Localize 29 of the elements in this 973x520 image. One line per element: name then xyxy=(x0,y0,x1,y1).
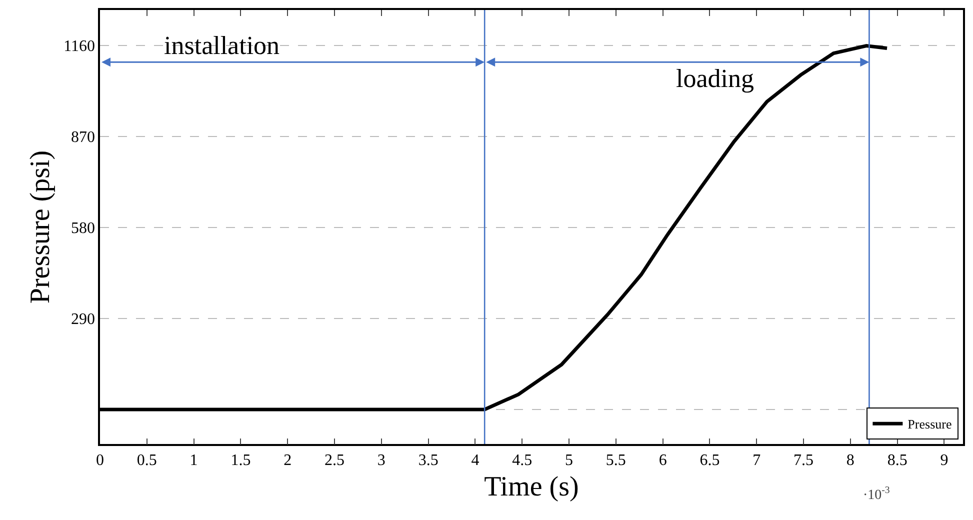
x-tick-label: 2 xyxy=(284,452,292,469)
annotation: loading xyxy=(676,64,754,93)
text: ·10$^{-3}$ xyxy=(863,485,890,503)
x-tick-label: 7 xyxy=(752,452,761,469)
legend-label: Pressure xyxy=(908,416,952,432)
annotation: installation xyxy=(164,31,280,60)
x-tick-label: 1 xyxy=(190,452,198,469)
y-tick-label: 1160 xyxy=(64,38,96,56)
x-tick-label: 8 xyxy=(846,452,854,469)
x-tick-label: 1.5 xyxy=(230,452,251,469)
x-tick-label: 0 xyxy=(96,452,104,469)
x-tick-label: 7.5 xyxy=(794,452,814,469)
x-tick-label: 5 xyxy=(565,452,574,469)
x-tick-label: 6 xyxy=(658,452,667,469)
x-tick-label: 2.5 xyxy=(324,452,345,469)
x-tick-label: 4.5 xyxy=(512,452,532,469)
x-tick-label: 6.5 xyxy=(700,452,720,469)
y-tick-label: 290 xyxy=(71,311,96,328)
y-tick-label: 870 xyxy=(71,129,96,146)
x-tick-label: 3.5 xyxy=(418,452,438,469)
x-tick-label: 8.5 xyxy=(887,452,908,469)
x-tick-label: 0.5 xyxy=(136,452,157,469)
x-tick-label: 5.5 xyxy=(606,452,626,469)
x-axis-title: Time (s) xyxy=(484,472,579,503)
x-tick-label: 3 xyxy=(377,452,386,469)
y-tick-label: 580 xyxy=(71,220,96,238)
x-tick-label: 9 xyxy=(940,452,948,469)
x-tick-label: 4 xyxy=(471,452,480,469)
y-axis-title: Pressure (psi) xyxy=(24,150,56,304)
